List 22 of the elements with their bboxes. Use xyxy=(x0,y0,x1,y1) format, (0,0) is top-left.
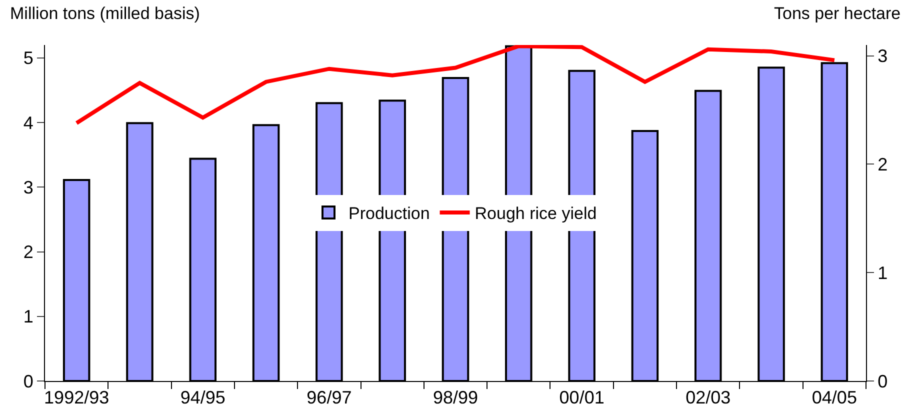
y-tick-label: 0 xyxy=(23,371,34,392)
x-tick-label: 96/97 xyxy=(306,388,352,408)
y-axis-title: Million tons (milled basis) xyxy=(10,4,200,23)
y2-tick-label: 3 xyxy=(878,46,888,66)
y2-tick-label: 0 xyxy=(878,371,888,392)
y-tick-label: 2 xyxy=(23,242,34,262)
y2-axis-title: Tons per hectare xyxy=(774,4,901,23)
y-tick-label: 4 xyxy=(23,112,34,133)
x-tick-label: 1992/93 xyxy=(44,388,110,408)
legend-label: Production xyxy=(348,204,430,224)
legend-label: Rough rice yield xyxy=(474,204,597,224)
line-series xyxy=(74,45,836,126)
y2-tick-label: 1 xyxy=(878,262,888,283)
y-tick-label: 3 xyxy=(23,177,34,198)
x-tick-label: 02/03 xyxy=(686,388,731,408)
x-tick-label: 04/05 xyxy=(812,388,857,408)
x-tick-label: 98/99 xyxy=(432,388,478,408)
y-tick-label: 5 xyxy=(23,48,34,68)
x-tick-label: 94/95 xyxy=(180,388,226,408)
y-tick-label: 1 xyxy=(23,306,34,327)
y2-tick-label: 2 xyxy=(878,154,888,175)
x-tick-label: 00/01 xyxy=(559,388,604,408)
